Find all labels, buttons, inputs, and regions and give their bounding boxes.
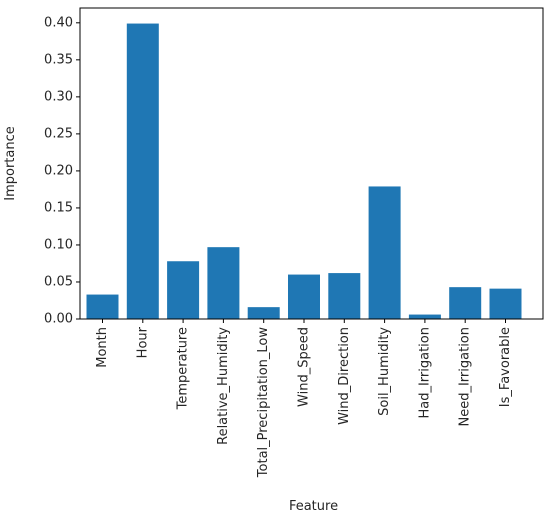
y-axis-label: Importance xyxy=(3,126,18,201)
x-tick-label: Is_Favorable xyxy=(498,327,513,407)
y-tick-label: 0.00 xyxy=(44,312,73,327)
bar-month xyxy=(86,294,119,319)
bar-wind-speed xyxy=(288,274,320,319)
bar-soil-humidity xyxy=(368,186,401,319)
y-tick-label: 0.25 xyxy=(44,126,73,141)
bar-need-irrigation xyxy=(449,287,482,319)
bar-total-precipitation-low xyxy=(247,307,280,319)
bar-temperature xyxy=(167,261,200,319)
x-axis-ticks: Month Hour Temperature Relative_Humidity Tot… xyxy=(95,319,513,478)
bar-is-favorable xyxy=(489,288,522,319)
plot-area: 0.00 0.05 0.10 0.15 0.20 0.25 0.30 0.35 0.40 Mon… xyxy=(44,7,544,478)
plot-frame xyxy=(79,7,544,320)
x-tick-label: Temperature xyxy=(176,327,191,410)
x-tick-label: Had_Irrigation xyxy=(417,327,432,419)
bar-relative-humidity xyxy=(207,247,240,319)
x-tick-label: Need_Irrigation xyxy=(458,327,473,427)
y-tick-label: 0.30 xyxy=(44,89,73,104)
y-tick-label: 0.40 xyxy=(44,15,73,30)
y-tick-label: 0.05 xyxy=(44,274,73,289)
bar-wind-direction xyxy=(328,273,361,319)
y-tick-label: 0.15 xyxy=(44,200,73,215)
x-tick-label: Relative_Humidity xyxy=(216,327,231,445)
bars xyxy=(86,23,522,320)
y-tick-label: 0.20 xyxy=(44,163,73,178)
x-tick-label: Wind_Direction xyxy=(337,327,352,425)
x-tick-label: Hour xyxy=(135,326,150,358)
bar-had-irrigation xyxy=(408,314,441,319)
x-tick-label: Soil_Humidity xyxy=(377,327,392,416)
y-tick-label: 0.10 xyxy=(44,237,73,252)
x-tick-label: Total_Precipitation_Low xyxy=(256,327,271,479)
x-axis-label: Feature xyxy=(289,499,338,514)
x-tick-label: Month xyxy=(95,327,110,368)
y-tick-label: 0.35 xyxy=(44,52,73,67)
bar-hour xyxy=(126,23,159,320)
y-axis-ticks: 0.00 0.05 0.10 0.15 0.20 0.25 0.30 0.35 0.40 xyxy=(44,15,80,327)
x-tick-label: Wind_Speed xyxy=(297,327,312,407)
